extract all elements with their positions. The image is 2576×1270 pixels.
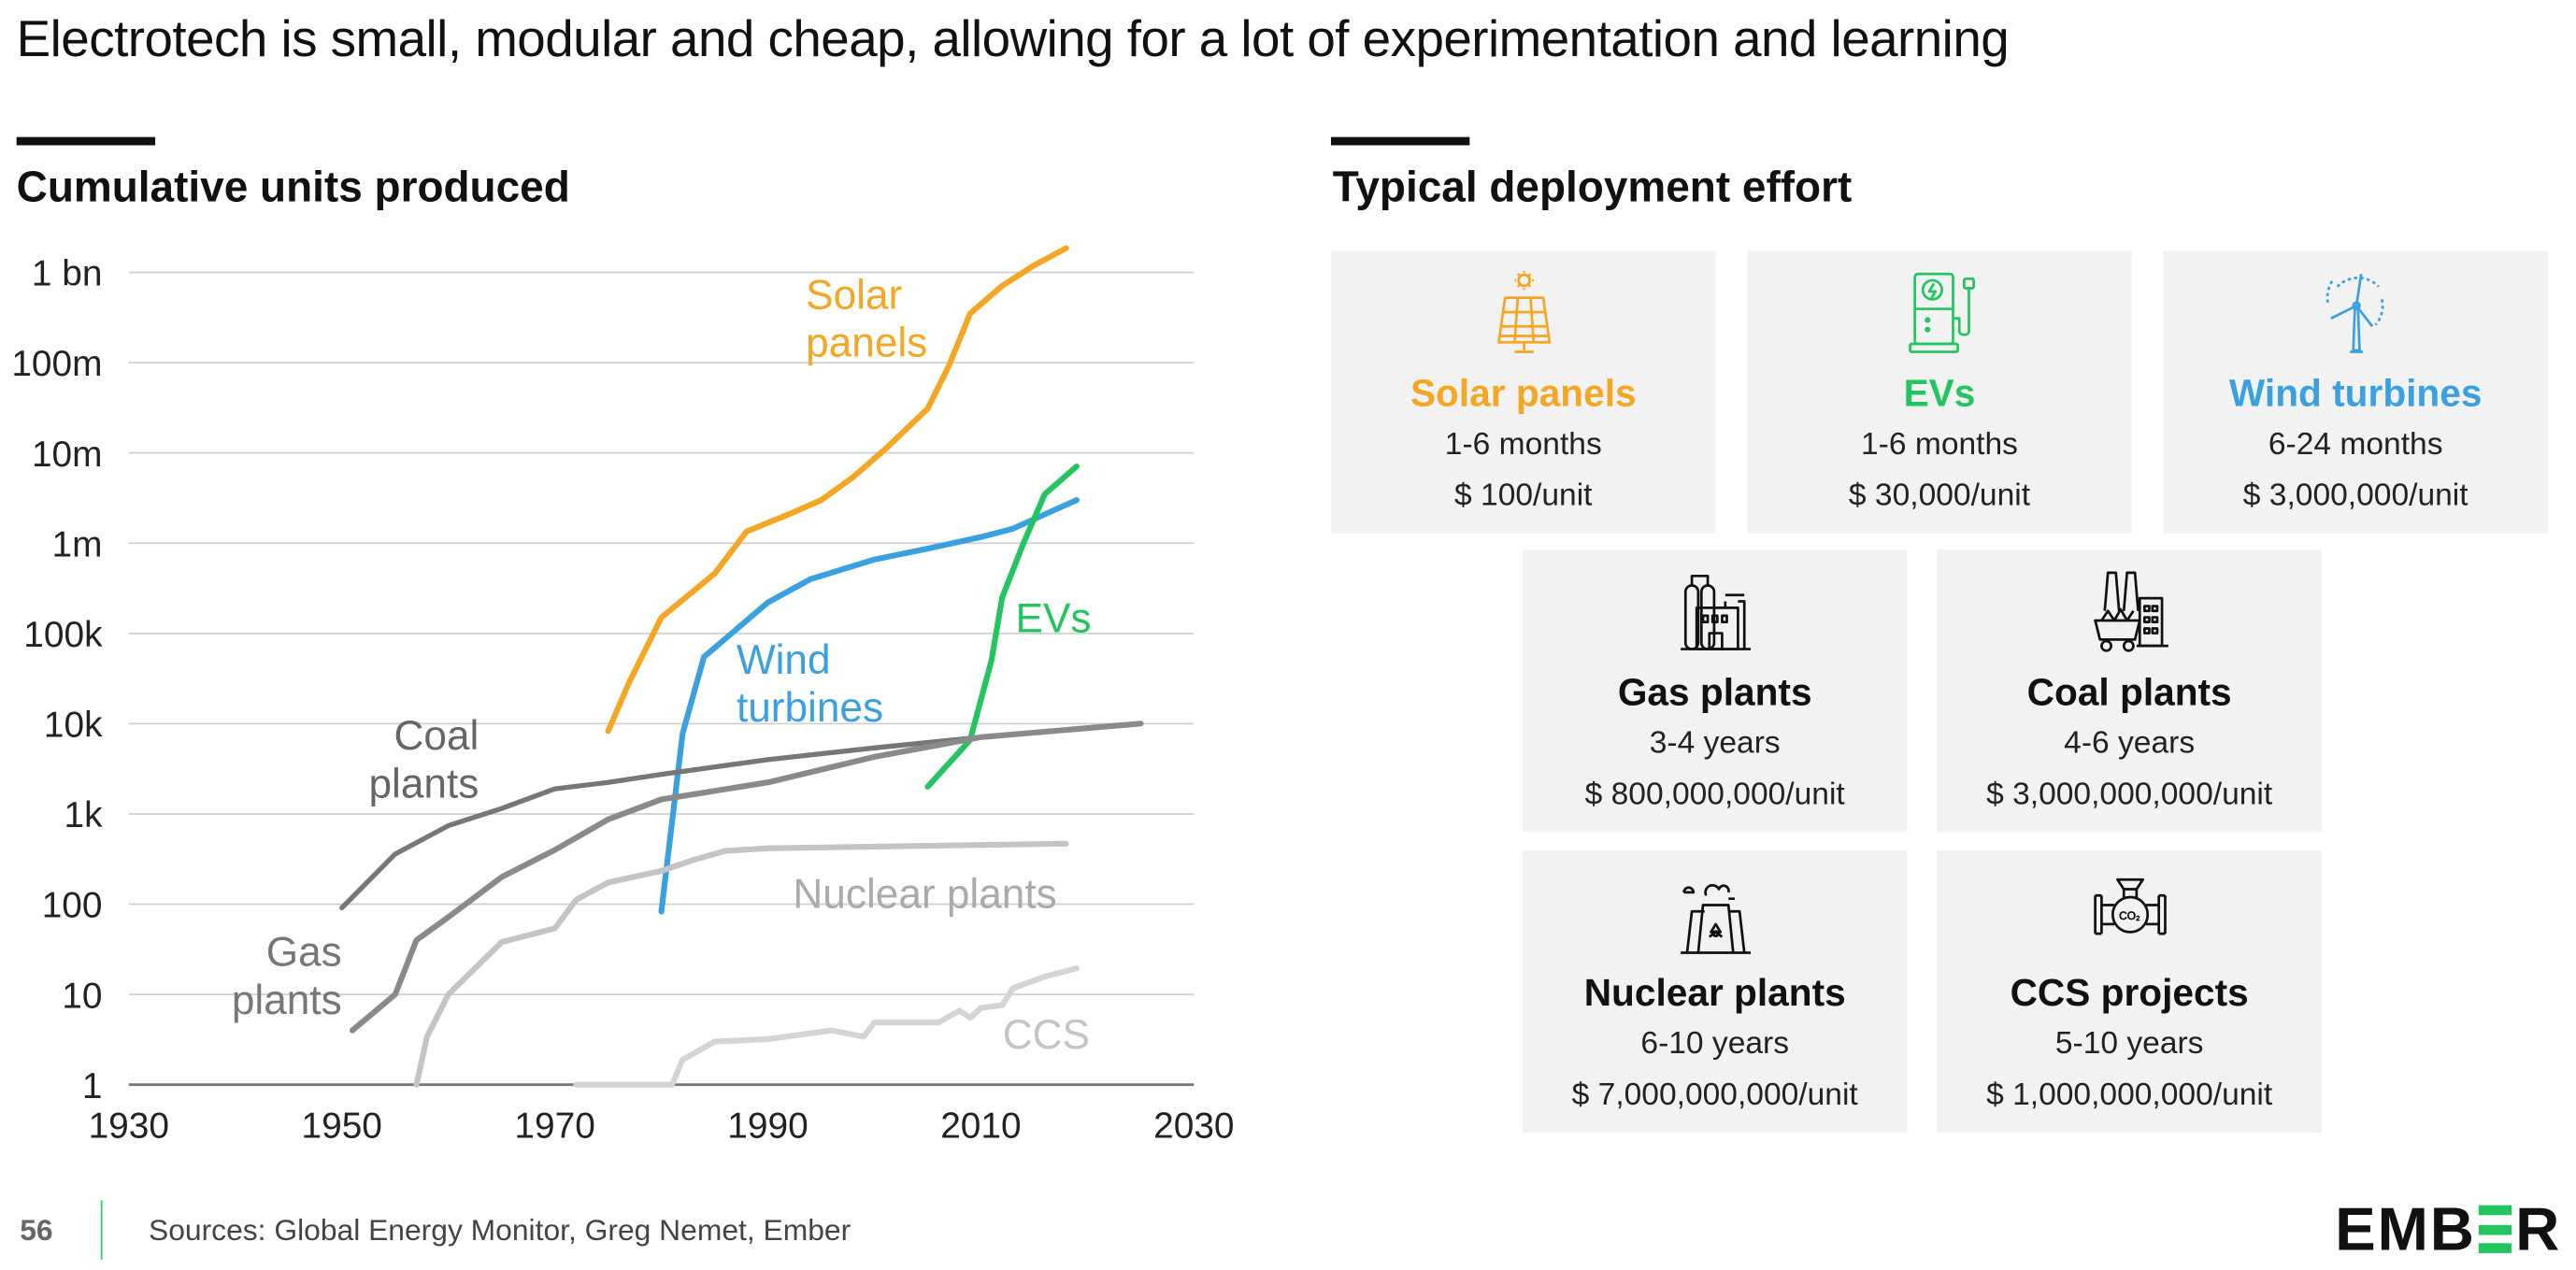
cumulative-units-chart: 1 10 100 1k 10k 100k 1m 10m 100m 1 bn 1930 1950 197… xyxy=(11,245,1235,1146)
coal-plant-icon xyxy=(2094,571,2168,652)
card-duration: 6-24 months xyxy=(2268,427,2443,463)
solar-panel-icon xyxy=(1497,270,1552,353)
card-cost: $ 100/unit xyxy=(1454,478,1593,514)
x-tick-label: 1970 xyxy=(514,1106,594,1146)
card-duration: 3-4 years xyxy=(1649,726,1781,762)
card-cost: $ 800,000,000/unit xyxy=(1584,778,1845,813)
y-tick-label: 1k xyxy=(64,795,103,835)
series-line-coal-plants xyxy=(339,721,1144,911)
slide-subtitle: Electrotech is small, modular and cheap,… xyxy=(16,9,2010,68)
series-line-wind-turbines xyxy=(658,497,1080,915)
deployment-card-wind-turbines: Wind turbines 6-24 months $ 3,000,000/unit xyxy=(2163,250,2549,534)
card-duration: 6-10 years xyxy=(1640,1026,1790,1062)
series-line-gas-plants xyxy=(349,721,1144,1034)
deployment-card-gas-plants: Gas plants 3-4 years $ 800,000,000/unit xyxy=(1522,549,1908,833)
card-duration: 1-6 months xyxy=(1444,427,1602,463)
series-line-ccs xyxy=(573,965,1080,1088)
deployment-card-ccs-projects: CO₂ CCS projects 5-10 years $ 1,000,000,000… xyxy=(1937,849,2322,1133)
y-tick-label: 10 xyxy=(62,976,102,1016)
y-tick-label: 100 xyxy=(42,886,103,926)
sources-note: Sources: Global Energy Monitor, Greg Nem… xyxy=(149,1213,852,1247)
wind-turbine-icon xyxy=(2326,273,2384,353)
deployment-title: Typical deployment effort xyxy=(1332,162,1853,212)
card-cost: $ 3,000,000/unit xyxy=(2242,478,2469,514)
x-tick-label: 1950 xyxy=(301,1106,381,1146)
card-title: Gas plants xyxy=(1617,670,1812,714)
series-label: Solar xyxy=(806,272,902,318)
deployment-card-evs: EVs 1-6 months $ 30,000/unit xyxy=(1747,250,2132,534)
y-tick-label: 10m xyxy=(32,435,103,475)
y-tick-label: 1m xyxy=(52,524,103,564)
card-duration: 4-6 years xyxy=(2064,726,2196,762)
card-duration: 1-6 months xyxy=(1861,427,2018,463)
series-label: plants xyxy=(232,977,342,1023)
card-cost: $ 7,000,000,000/unit xyxy=(1571,1077,1858,1113)
series-label: Gas xyxy=(266,930,342,976)
deployment-card-solar-panels: Solar panels 1-6 months $ 100/unit xyxy=(1330,250,1716,534)
card-cost: $ 3,000,000,000/unit xyxy=(1986,778,2273,813)
card-cost: $ 30,000/unit xyxy=(1848,478,2031,514)
series-label: panels xyxy=(806,321,927,366)
card-title: Coal plants xyxy=(2026,670,2232,714)
series-label: Wind xyxy=(737,637,831,683)
x-tick-label: 1930 xyxy=(89,1106,169,1146)
card-title: Solar panels xyxy=(1410,371,1637,415)
card-duration: 5-10 years xyxy=(2054,1026,2204,1062)
gas-plant-icon xyxy=(1681,574,1752,650)
series-label: EVs xyxy=(1016,596,1092,642)
series-label: turbines xyxy=(737,685,883,731)
footer-divider xyxy=(100,1200,103,1260)
series-line-solar-panels xyxy=(605,245,1069,735)
series-label: CCS xyxy=(1003,1012,1090,1058)
x-tick-label: 1990 xyxy=(727,1106,808,1146)
series-line-nuclear-plants xyxy=(413,840,1069,1088)
card-cost: $ 1,000,000,000/unit xyxy=(1986,1077,2273,1113)
deployment-card-coal-plants: Coal plants 4-6 years $ 3,000,000,000/unit xyxy=(1937,549,2322,833)
series-label: Nuclear plants xyxy=(793,872,1056,918)
y-tick-label: 100k xyxy=(23,615,103,655)
x-tick-label: 2010 xyxy=(940,1106,1021,1146)
y-tick-label: 1 bn xyxy=(32,254,103,294)
y-tick-label: 1 xyxy=(82,1066,103,1106)
page-number: 56 xyxy=(20,1213,53,1247)
y-tick-label: 100m xyxy=(11,344,102,384)
series-label: Coal xyxy=(394,713,479,759)
card-title: Wind turbines xyxy=(2228,371,2483,415)
svg-text:CO₂: CO₂ xyxy=(2119,909,2140,922)
nuclear-plant-icon xyxy=(1681,883,1752,954)
card-title: EVs xyxy=(1903,371,1976,415)
section-accent-bar xyxy=(16,136,156,146)
x-tick-label: 2030 xyxy=(1153,1106,1234,1146)
co2-pipe-icon: CO₂ xyxy=(2094,878,2167,935)
y-tick-label: 10k xyxy=(44,706,103,746)
section-accent-bar xyxy=(1330,136,1470,146)
chart-title: Cumulative units produced xyxy=(16,162,570,212)
ember-logo: EMB R xyxy=(2335,1195,2562,1263)
deployment-card-nuclear-plants: Nuclear plants 6-10 years $ 7,000,000,000/… xyxy=(1522,849,1908,1133)
card-title: CCS projects xyxy=(2010,970,2249,1014)
ev-charger-icon xyxy=(1909,272,1975,353)
card-title: Nuclear plants xyxy=(1583,970,1846,1014)
series-label: plants xyxy=(368,761,479,806)
